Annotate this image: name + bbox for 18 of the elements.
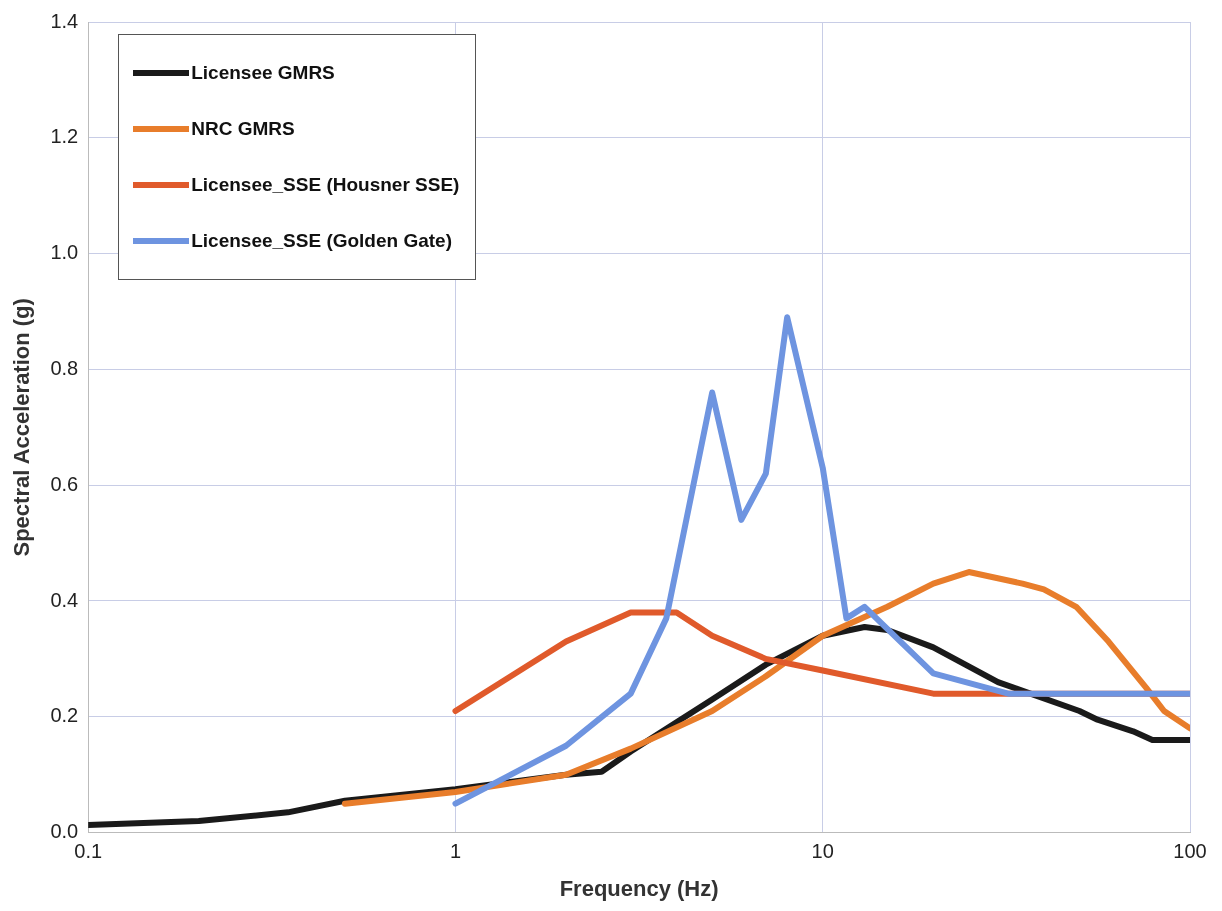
y-tick-label: 0.2	[50, 704, 79, 727]
y-tick-label: 0.8	[50, 356, 79, 379]
y-tick-label: 0.0	[50, 820, 79, 843]
y-tick-label: 1.4	[50, 9, 79, 32]
legend-label: Licensee GMRS	[191, 62, 335, 84]
y-tick-label: 0.4	[50, 588, 79, 611]
x-tick-label: 0.1	[74, 840, 103, 863]
x-tick-label: 100	[1173, 840, 1207, 863]
x-tick-label: 1	[449, 840, 462, 863]
legend-label: Licensee_SSE (Golden Gate)	[191, 230, 452, 252]
y-tick-label: 1.0	[50, 241, 79, 264]
x-axis-title: Frequency (Hz)	[559, 875, 719, 901]
x-tick-label: 10	[811, 840, 834, 863]
legend-label: NRC GMRS	[191, 118, 295, 140]
y-axis-title: Spectral Acceleration (g)	[9, 298, 35, 557]
y-tick-label: 0.6	[50, 472, 79, 495]
legend-label: Licensee_SSE (Housner SSE)	[191, 174, 460, 196]
y-tick-label: 1.2	[50, 125, 79, 148]
